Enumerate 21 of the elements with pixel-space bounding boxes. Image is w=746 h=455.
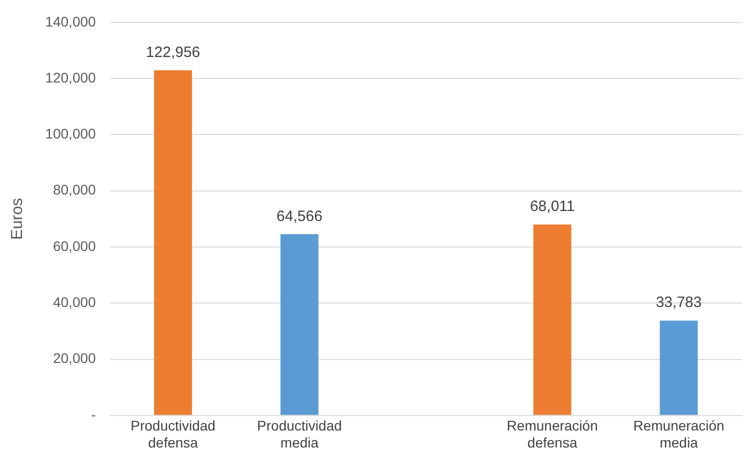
x-tick-label: Remuneración defensa: [506, 418, 598, 450]
y-tick-label: 80,000: [52, 182, 96, 198]
data-label: 64,566: [276, 208, 322, 225]
y-tick-label: 140,000: [45, 13, 96, 30]
y-tick-label: 60,000: [52, 238, 96, 254]
bar: [533, 224, 572, 415]
y-tick-label: 20,000: [52, 350, 96, 366]
data-label: 33,783: [656, 294, 702, 312]
bar: [280, 234, 318, 415]
bar: [154, 70, 192, 415]
data-label: 68,011: [530, 198, 575, 216]
y-axis-title: Euros: [9, 198, 26, 240]
x-tick-label: Remuneración media: [633, 418, 724, 450]
bar: [660, 320, 698, 415]
x-tick-label: Productividad defensa: [130, 418, 216, 450]
y-tick-label: -: [91, 406, 96, 422]
x-tick-label: Productividad media: [257, 418, 342, 450]
data-label: 122,956: [146, 44, 200, 61]
y-tick-label: 100,000: [45, 126, 96, 142]
y-tick-label: 120,000: [45, 69, 96, 86]
y-tick-label: 40,000: [52, 294, 96, 310]
